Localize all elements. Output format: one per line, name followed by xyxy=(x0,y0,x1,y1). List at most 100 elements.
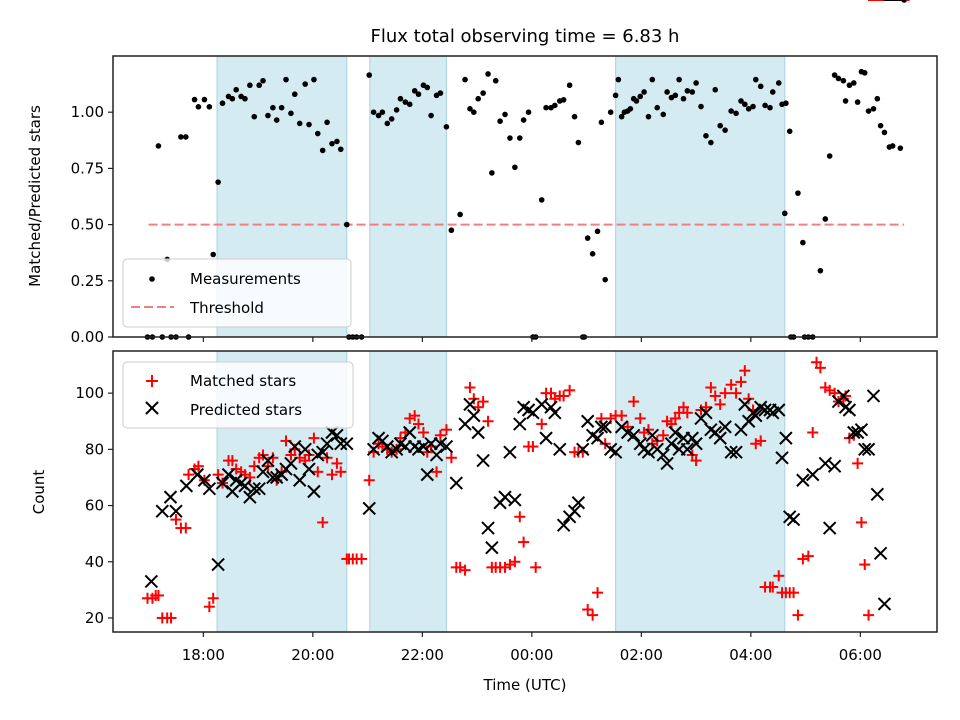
measurement-point xyxy=(612,92,619,99)
measurement-point xyxy=(424,84,431,91)
matched-star-point xyxy=(840,390,852,402)
legend-measurements-marker xyxy=(149,276,155,282)
predicted-star-point xyxy=(749,408,763,423)
x-b xyxy=(664,437,679,451)
measurement-point xyxy=(471,109,477,115)
x-b xyxy=(633,437,647,451)
x-b xyxy=(645,428,660,443)
predicted-star-point xyxy=(866,389,881,403)
x-b xyxy=(741,414,756,428)
predicted-star-point xyxy=(362,501,376,516)
measurement-point xyxy=(822,216,829,222)
measurement-point xyxy=(826,153,833,159)
x-b xyxy=(252,481,266,496)
x-b xyxy=(729,445,743,459)
x-b xyxy=(660,456,674,471)
matched-star-point xyxy=(592,587,604,599)
matched-star-point xyxy=(755,435,767,447)
measurement-point xyxy=(288,110,294,117)
x-b xyxy=(842,403,857,417)
predicted-star-point xyxy=(626,428,641,443)
y-tick-label: 1.00 xyxy=(71,103,104,121)
x-b xyxy=(169,504,183,518)
measurement-point xyxy=(881,129,888,136)
matched-star-point xyxy=(743,393,755,405)
matched-star-point xyxy=(735,376,747,388)
measurement-point xyxy=(379,109,386,115)
measurement-point xyxy=(817,267,824,274)
measurement-point xyxy=(283,76,289,83)
matched-star-point xyxy=(459,564,471,576)
x-b xyxy=(806,467,820,482)
bottom-y-axis-label: Count xyxy=(30,470,48,515)
x-b xyxy=(753,400,768,414)
predicted-star-point xyxy=(713,431,727,445)
predicted-star-point xyxy=(471,425,485,440)
predicted-star-point xyxy=(439,439,454,454)
x-b xyxy=(307,484,321,499)
x-b xyxy=(163,490,178,504)
predicted-star-point xyxy=(685,431,699,445)
matched-star-point xyxy=(226,455,238,467)
x-b xyxy=(202,481,217,496)
measurement-point xyxy=(520,117,527,123)
predicted-star-point xyxy=(656,448,670,462)
predicted-star-point xyxy=(202,481,217,496)
predicted-star-point xyxy=(307,484,321,499)
matched-star-point xyxy=(308,432,320,444)
matched-star-point xyxy=(792,609,804,621)
x-tick-label: 22:00 xyxy=(401,646,444,664)
predicted-star-point xyxy=(576,442,590,457)
y-tick-label: 20 xyxy=(85,609,104,627)
x-b xyxy=(656,448,670,462)
measurement-point xyxy=(278,104,285,111)
legend-matched-marker xyxy=(146,375,158,387)
shaded-interval xyxy=(615,350,786,633)
predicted-star-point xyxy=(261,453,275,468)
x-b xyxy=(144,574,159,589)
predicted-star-point xyxy=(330,428,344,443)
matched-star-point xyxy=(356,553,368,565)
measurement-point xyxy=(402,99,409,105)
x-b xyxy=(775,451,789,465)
measurement-point xyxy=(443,124,450,130)
matched-star-point xyxy=(859,559,871,571)
predicted-star-point xyxy=(664,437,679,451)
x-b xyxy=(822,521,837,535)
matched-star-point xyxy=(719,387,731,399)
x-b xyxy=(302,462,316,476)
bottom-panel: 20 40 60 80 100 18:00 20:00 22:00 00:00 02:00 04:… xyxy=(30,0,938,694)
matched-star-point xyxy=(814,362,826,374)
x-tick-label: 06:00 xyxy=(839,646,882,664)
measurement-point xyxy=(607,109,614,115)
top-x-ticks xyxy=(202,337,861,342)
predicted-star-point xyxy=(645,428,660,443)
predicted-star-point xyxy=(594,420,609,434)
measurement-point xyxy=(406,101,413,108)
predicted-star-point xyxy=(169,504,183,518)
x-b xyxy=(779,431,793,445)
y-tick-label: 0.00 xyxy=(71,328,104,346)
measurement-point xyxy=(256,82,262,89)
bottom-axes-frame xyxy=(112,350,938,633)
measurement-point xyxy=(467,106,473,112)
matched-star-point xyxy=(514,511,526,523)
measurement-point xyxy=(538,197,545,203)
measurement-point xyxy=(703,133,709,139)
measurement-point xyxy=(654,104,661,111)
measurement-point xyxy=(497,118,503,124)
measurement-point xyxy=(861,70,868,76)
predicted-star-point xyxy=(680,442,695,457)
y-tick-label: 0.50 xyxy=(71,216,104,234)
matched-star-point xyxy=(207,592,219,604)
predicted-star-point xyxy=(429,448,444,462)
measurement-point xyxy=(660,111,667,118)
measurement-point xyxy=(273,117,280,123)
predicted-star-point xyxy=(786,512,801,527)
x-b xyxy=(330,428,344,443)
measurement-point xyxy=(615,76,622,83)
x-b xyxy=(603,442,618,457)
x-b xyxy=(221,467,236,482)
y-tick-label: 60 xyxy=(85,497,104,515)
